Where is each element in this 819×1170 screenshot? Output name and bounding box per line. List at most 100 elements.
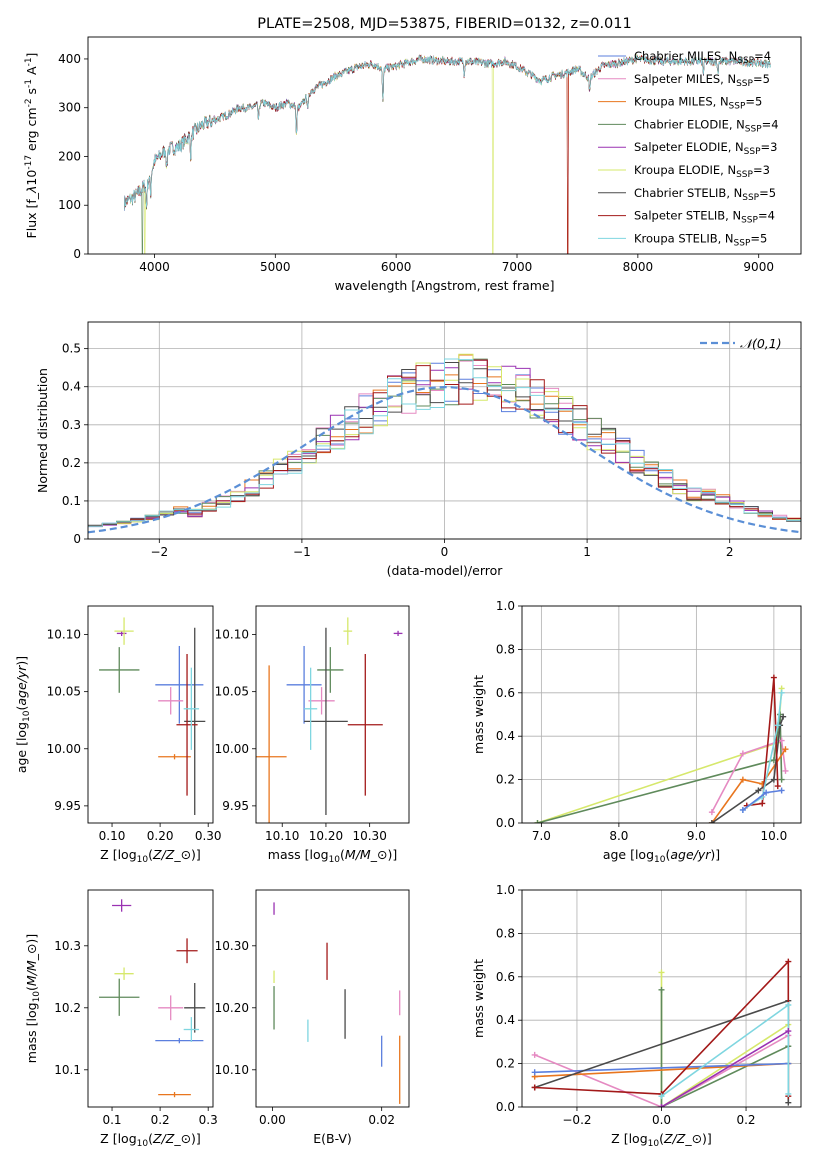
- y-axis-label: mass weight: [471, 959, 486, 1038]
- series-marker: [531, 1084, 538, 1091]
- y-tick-label: 0.2: [496, 1057, 515, 1071]
- y-tick-label: 0.0: [496, 1100, 515, 1114]
- residual-panel: −2 −1 0 1 2 0 0.1 0.2 0.3 0.4 0.5 (data-model)/erro…: [35, 321, 802, 578]
- y-tick-label: 400: [58, 52, 81, 66]
- x-tick-label: 10.0: [761, 829, 788, 843]
- legend-entry: Kroupa STELIB, NSSP​=5: [634, 231, 767, 248]
- weight-series: [739, 787, 785, 813]
- x-tick-label: 0: [441, 545, 449, 559]
- series-marker: [782, 767, 789, 774]
- legend: Chabrier MILES, NSSP​=4 Salpeter MILES, N…: [598, 49, 779, 248]
- series-marker: [770, 674, 777, 681]
- axes-frame: [521, 889, 802, 1108]
- y-axis-label: Normed distribution: [35, 368, 50, 493]
- x-tick-label: −2: [150, 545, 168, 559]
- x-axis-label: Z [log10​(Z/Z_⊙)]: [100, 847, 201, 865]
- legend-entry: Kroupa ELODIE, NSSP​=3: [634, 163, 770, 180]
- series-marker: [785, 1002, 792, 1009]
- weight-series: [708, 713, 787, 823]
- x-tick-label: 0.00: [259, 1113, 286, 1127]
- errorbar-point: [176, 653, 198, 796]
- y-tick-label: 0.4: [62, 380, 81, 394]
- x-tick-label: 10.30: [352, 829, 386, 843]
- series-marker: [785, 1028, 792, 1035]
- x-tick-label: 8000: [623, 260, 654, 274]
- y-tick-label: 0.5: [62, 342, 81, 356]
- series-marker: [708, 809, 715, 816]
- spectrum-lines: [124, 53, 771, 254]
- series-marker: [658, 1093, 665, 1100]
- y-tick-label: 0.6: [496, 970, 515, 984]
- series-line: [661, 1003, 790, 1097]
- axes-frame: [255, 889, 410, 1108]
- series-marker: [531, 1069, 538, 1076]
- weight-series: [658, 986, 792, 1107]
- series-marker: [785, 1090, 792, 1097]
- x-tick-label: 10.20: [309, 829, 343, 843]
- x-tick-label: 0.02: [368, 1113, 395, 1127]
- series-marker: [785, 958, 792, 965]
- histograms: [88, 353, 801, 534]
- x-tick-label: 4000: [139, 260, 170, 274]
- spectrum-panel: 4000 5000 6000 7000 8000 9000 0 100 200 300 400 wav…: [24, 16, 802, 293]
- weight-series: [534, 711, 785, 823]
- x-tick-label: 0.1: [102, 1113, 121, 1127]
- series-marker: [531, 1051, 538, 1058]
- age_vs_mass-panel: 10.10 10.20 10.30 9.95 10.00 10.05 10.10 mass […: [215, 605, 410, 865]
- x-tick-label: 0.2: [151, 1113, 170, 1127]
- weight_vs_age-panel: 7.0 8.0 9.0 10.0 0.0 0.2 0.4 0.6 0.8 1.0 age [log1…: [471, 599, 802, 865]
- x-tick-label: 9.0: [687, 829, 706, 843]
- x-axis-label: mass [log10​(M/M_⊙)]: [268, 847, 397, 865]
- x-tick-label: 1: [583, 545, 591, 559]
- series-marker: [739, 806, 746, 813]
- errorbars: [256, 617, 403, 823]
- x-tick-label: 10.10: [265, 829, 299, 843]
- y-tick-label: 0.4: [496, 729, 515, 743]
- series-marker: [739, 750, 746, 757]
- errorbar-point: [308, 687, 335, 715]
- x-tick-label: 8.0: [609, 829, 628, 843]
- series-marker: [778, 787, 785, 794]
- x-tick-label: 6000: [381, 260, 412, 274]
- y-tick-label: 10.2: [54, 1001, 81, 1015]
- y-tick-label: 0: [73, 532, 81, 546]
- series-marker: [785, 1099, 792, 1106]
- y-tick-label: 10.10: [47, 628, 81, 642]
- age_vs_Z-panel: 0.10 0.20 0.30 9.95 10.00 10.05 10.10 Z [log10​…: [14, 605, 222, 865]
- series-marker: [534, 820, 541, 823]
- errorbar-point: [317, 647, 344, 693]
- legend: 𝒩(0,1): [700, 336, 782, 351]
- x-tick-label: 7.0: [532, 829, 551, 843]
- y-tick-label: 9.95: [54, 799, 81, 813]
- weight-series: [658, 969, 792, 1107]
- errorbar-point: [184, 983, 206, 1033]
- y-tick-label: 0.8: [496, 642, 515, 656]
- series-marker: [774, 783, 781, 790]
- x-axis-label: Z [log10​(Z/Z_⊙)]: [611, 1131, 712, 1149]
- series-line: [660, 972, 789, 1107]
- series-marker: [708, 820, 715, 823]
- legend-entry: 𝒩(0,1): [740, 336, 782, 351]
- errorbar-point: [347, 653, 383, 796]
- series-marker: [778, 776, 785, 783]
- legend-entry: Kroupa MILES, NSSP​=5: [634, 95, 762, 112]
- errorbar-point: [114, 967, 134, 980]
- errorbar-point: [256, 665, 287, 823]
- series-marker: [739, 776, 746, 783]
- x-tick-label: 0.0: [652, 1113, 671, 1127]
- y-tick-label: 10.30: [215, 939, 249, 953]
- mass_vs_EBV-panel: 0.00 0.02 10.10 10.20 10.30 E(B-V): [215, 889, 410, 1146]
- legend-entry: Salpeter MILES, NSSP​=5: [634, 72, 770, 89]
- errorbar-point: [393, 630, 403, 637]
- series-marker: [658, 1104, 665, 1107]
- y-tick-label: 300: [58, 101, 81, 115]
- y-tick-label: 0.6: [496, 686, 515, 700]
- series-marker: [770, 776, 777, 783]
- x-axis-label: (data-model)/error: [387, 563, 504, 578]
- x-tick-label: 0.20: [147, 829, 174, 843]
- errorbars: [99, 617, 206, 816]
- errorbar-point: [158, 1091, 191, 1098]
- y-tick-label: 0.2: [496, 773, 515, 787]
- weight-series: [708, 746, 789, 823]
- series-line: [711, 739, 787, 813]
